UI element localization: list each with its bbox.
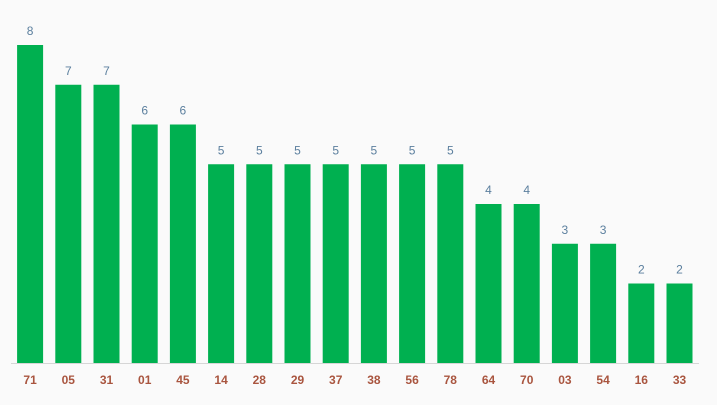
bar [169, 124, 196, 363]
bar [666, 283, 693, 363]
x-tick-label: 29 [291, 373, 305, 387]
x-tick-label: 78 [444, 373, 458, 387]
bar [93, 84, 120, 363]
x-tick-label: 28 [253, 373, 267, 387]
x-tick-label: 37 [329, 373, 343, 387]
x-tick-label: 71 [23, 373, 37, 387]
bar [322, 164, 349, 363]
x-tick-label: 05 [62, 373, 76, 387]
value-label: 3 [562, 223, 569, 237]
bar [131, 124, 158, 363]
bar [590, 243, 617, 363]
value-label: 2 [676, 263, 683, 277]
value-label: 5 [447, 143, 454, 157]
value-label: 4 [523, 183, 530, 197]
bar [475, 204, 502, 363]
value-label: 7 [65, 64, 72, 78]
bar [628, 283, 655, 363]
x-tick-label: 54 [596, 373, 610, 387]
value-label: 6 [180, 104, 187, 118]
bar [208, 164, 235, 363]
value-label: 5 [409, 143, 416, 157]
x-tick-label: 14 [214, 373, 228, 387]
x-tick-label: 45 [176, 373, 190, 387]
bar [513, 204, 540, 363]
value-label: 2 [638, 263, 645, 277]
x-tick-label: 70 [520, 373, 534, 387]
bar [55, 84, 82, 363]
x-tick-label: 38 [367, 373, 381, 387]
bar [246, 164, 273, 363]
bar [284, 164, 311, 363]
value-label: 8 [27, 24, 34, 38]
bar [360, 164, 387, 363]
value-label: 3 [600, 223, 607, 237]
bar [437, 164, 464, 363]
value-label: 6 [141, 104, 148, 118]
value-label: 7 [103, 64, 110, 78]
x-tick-label: 03 [558, 373, 572, 387]
value-label: 4 [485, 183, 492, 197]
x-tick-label: 31 [100, 373, 114, 387]
bar [399, 164, 426, 363]
bar [551, 243, 578, 363]
value-label: 5 [332, 143, 339, 157]
x-tick-label: 33 [673, 373, 687, 387]
x-tick-label: 56 [405, 373, 419, 387]
value-label: 5 [218, 143, 225, 157]
x-tick-label: 16 [635, 373, 649, 387]
bar [17, 45, 44, 363]
x-tick-label: 64 [482, 373, 496, 387]
value-label: 5 [256, 143, 263, 157]
x-tick-label: 01 [138, 373, 152, 387]
value-label: 5 [371, 143, 378, 157]
value-label: 5 [294, 143, 301, 157]
